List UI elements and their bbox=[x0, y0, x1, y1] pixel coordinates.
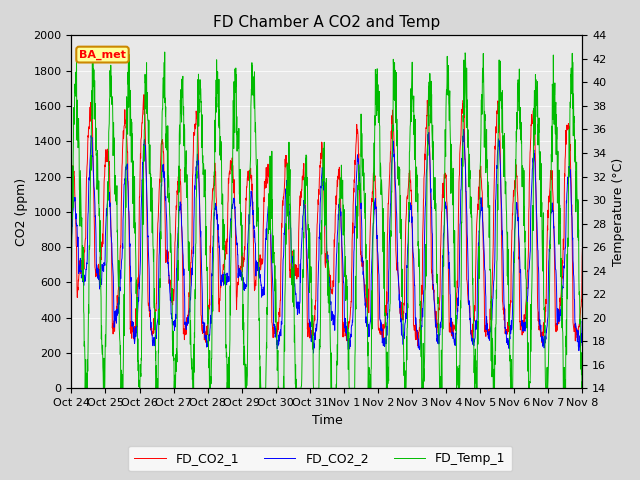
FD_Temp_1 bbox=[579, 385, 586, 391]
FD_CO2_2 bbox=[564, 181, 572, 187]
FD_CO2_1 bbox=[316, 164, 324, 170]
Line: FD_CO2_2: FD_CO2_2 bbox=[72, 130, 582, 353]
Line: FD_CO2_1: FD_CO2_1 bbox=[72, 95, 582, 346]
FD_CO2_1 bbox=[564, 123, 572, 129]
FD_CO2_2 bbox=[303, 232, 310, 238]
FD_CO2_1 bbox=[414, 343, 422, 349]
FD_CO2_1 bbox=[303, 261, 310, 266]
FD_CO2_1 bbox=[68, 184, 76, 190]
FD_CO2_2 bbox=[460, 127, 467, 132]
FD_Temp_1 bbox=[303, 182, 310, 188]
FD_Temp_1 bbox=[317, 314, 324, 320]
FD_Temp_1 bbox=[564, 243, 572, 249]
FD_Temp_1 bbox=[161, 49, 168, 55]
FD_CO2_1 bbox=[140, 92, 148, 97]
FD_Temp_1 bbox=[564, 235, 572, 241]
Y-axis label: CO2 (ppm): CO2 (ppm) bbox=[15, 178, 28, 246]
FD_CO2_1 bbox=[470, 318, 478, 324]
Title: FD Chamber A CO2 and Temp: FD Chamber A CO2 and Temp bbox=[213, 15, 440, 30]
FD_Temp_1 bbox=[94, 161, 102, 167]
FD_CO2_2 bbox=[310, 350, 317, 356]
X-axis label: Time: Time bbox=[312, 414, 342, 427]
FD_CO2_2 bbox=[316, 201, 324, 206]
Line: FD_Temp_1: FD_Temp_1 bbox=[72, 52, 582, 388]
FD_CO2_1 bbox=[579, 244, 586, 250]
FD_CO2_2 bbox=[68, 240, 76, 246]
Y-axis label: Temperature (°C): Temperature (°C) bbox=[612, 158, 625, 266]
FD_Temp_1 bbox=[470, 358, 478, 364]
FD_Temp_1 bbox=[81, 385, 89, 391]
FD_CO2_2 bbox=[470, 339, 478, 345]
FD_CO2_2 bbox=[93, 271, 101, 276]
FD_CO2_1 bbox=[93, 269, 101, 275]
FD_Temp_1 bbox=[68, 281, 76, 287]
FD_CO2_2 bbox=[564, 178, 572, 183]
Text: BA_met: BA_met bbox=[79, 49, 126, 60]
FD_CO2_2 bbox=[579, 320, 586, 326]
FD_CO2_1 bbox=[564, 125, 572, 131]
Legend: FD_CO2_1, FD_CO2_2, FD_Temp_1: FD_CO2_1, FD_CO2_2, FD_Temp_1 bbox=[128, 446, 512, 471]
